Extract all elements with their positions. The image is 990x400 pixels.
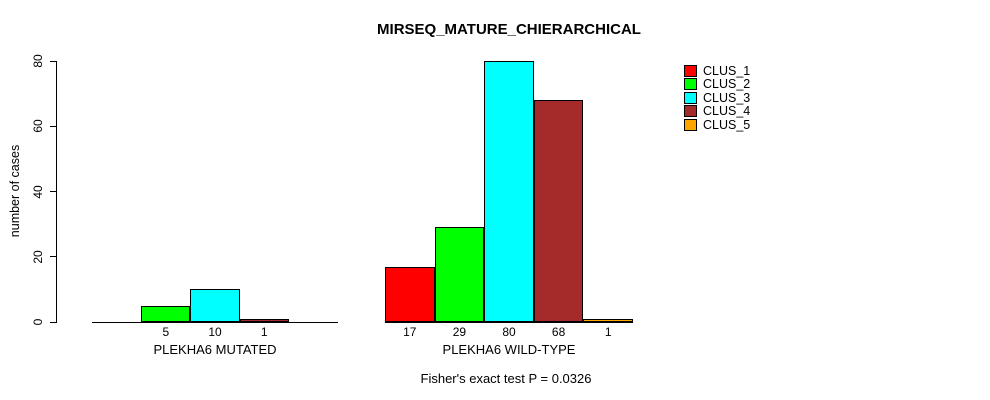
y-axis-line bbox=[56, 61, 57, 323]
x-axis-baseline bbox=[385, 322, 633, 323]
y-axis-tick bbox=[50, 256, 56, 258]
category-label: PLEKHA6 MUTATED bbox=[153, 342, 277, 357]
bar-clus_2-mutated bbox=[141, 305, 191, 322]
bar-clus_3-mutated bbox=[190, 289, 240, 322]
legend-swatch-icon bbox=[684, 118, 697, 131]
bar-clus_2-wildtype bbox=[434, 227, 485, 322]
bar-value-label: 1 bbox=[260, 325, 268, 339]
bar-clus_5-wildtype bbox=[583, 318, 633, 322]
bar-clus_4-wildtype bbox=[533, 100, 584, 322]
bar-value-label: 80 bbox=[502, 325, 516, 339]
legend-swatch-icon bbox=[684, 78, 697, 91]
y-axis-tick bbox=[50, 321, 56, 323]
bar-clus_1-wildtype bbox=[385, 266, 435, 322]
y-axis-tick bbox=[50, 191, 56, 192]
bar-value-label: 17 bbox=[403, 325, 417, 339]
legend-swatch-icon bbox=[684, 105, 697, 118]
y-axis-tick bbox=[50, 60, 56, 62]
bar-value-label: 68 bbox=[551, 325, 566, 339]
bar-clus_3-wildtype bbox=[484, 61, 534, 322]
y-axis-tick-label: 60 bbox=[31, 119, 45, 133]
x-axis-baseline bbox=[92, 322, 338, 323]
bar-value-label: 29 bbox=[452, 325, 467, 339]
legend-label: CLUS_2 bbox=[703, 77, 751, 92]
legend-label: CLUS_4 bbox=[703, 104, 751, 119]
y-axis-label: number of cases bbox=[8, 144, 22, 238]
bar-value-label: 10 bbox=[208, 325, 222, 339]
y-axis-tick-label: 20 bbox=[31, 250, 45, 264]
y-axis-tick-label: 80 bbox=[31, 54, 45, 68]
legend-swatch-icon bbox=[684, 91, 697, 104]
legend-swatch-icon bbox=[684, 65, 697, 77]
chart-title: MIRSEQ_MATURE_CHIERARCHICAL bbox=[377, 21, 641, 38]
category-label: PLEKHA6 WILD-TYPE bbox=[442, 342, 576, 357]
y-axis-tick-label: 0 bbox=[31, 318, 45, 326]
y-axis-tick bbox=[50, 125, 56, 127]
legend-label: CLUS_5 bbox=[703, 117, 751, 132]
bar-value-label: 5 bbox=[162, 325, 170, 339]
legend-label: CLUS_1 bbox=[703, 64, 751, 78]
y-axis-tick-label: 40 bbox=[31, 184, 45, 199]
legend-label: CLUS_3 bbox=[703, 90, 751, 105]
bar-clus_4-mutated bbox=[239, 318, 289, 322]
fisher-test-annotation: Fisher's exact test P = 0.0326 bbox=[420, 371, 592, 386]
bar-value-label: 1 bbox=[604, 325, 612, 339]
